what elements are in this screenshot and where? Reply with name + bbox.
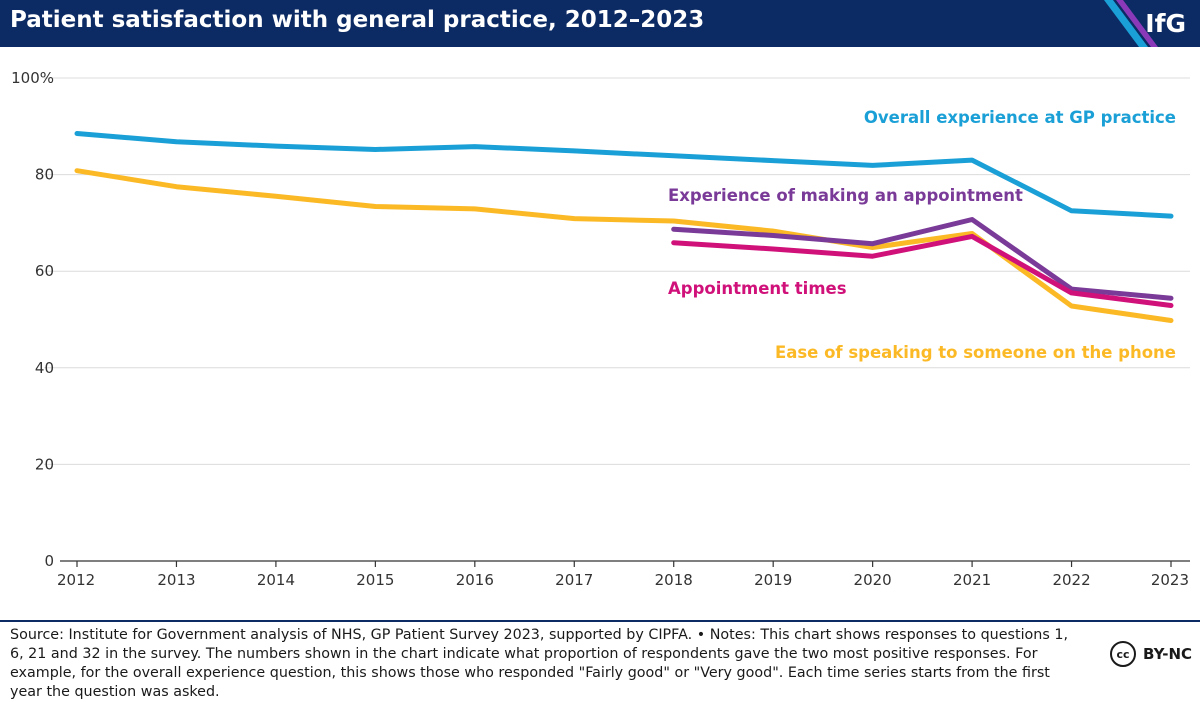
x-tick-label: 2015 (356, 571, 394, 589)
x-tick-label: 2021 (953, 571, 991, 589)
line-chart: 0 20 40 60 80 100% 2012 2013 2014 2015 2016 2017 201… (11, 69, 1190, 589)
source-note: Source: Institute for Government analysi… (10, 627, 1068, 700)
x-tick-label: 2023 (1151, 571, 1189, 589)
y-tick-label: 0 (44, 552, 54, 570)
series-label: Experience of making an appointment (668, 186, 1023, 205)
series-label: Overall experience at GP practice (864, 108, 1176, 127)
x-tick-label: 2022 (1052, 571, 1090, 589)
license-badge: cc BY-NC (1110, 641, 1192, 667)
ifg-logo: IfG (1145, 9, 1186, 38)
y-tick-label: 20 (35, 455, 54, 473)
y-tick-label: 60 (35, 262, 54, 280)
x-tick-label: 2017 (555, 571, 593, 589)
footer-divider (0, 620, 1200, 622)
series-label: Appointment times (668, 279, 847, 298)
x-tick-label: 2013 (157, 571, 195, 589)
header-bar: Patient satisfaction with general practi… (0, 0, 1200, 47)
x-tick-label: 2012 (57, 571, 95, 589)
series-line (671, 217, 1174, 301)
series-line (671, 233, 1174, 308)
y-tick-label: 100% (11, 69, 54, 87)
x-tick-label: 2016 (456, 571, 494, 589)
series-label: Ease of speaking to someone on the phone (775, 343, 1176, 362)
x-tick-label: 2020 (854, 571, 892, 589)
x-tick-label: 2018 (655, 571, 693, 589)
x-tick-label: 2019 (754, 571, 792, 589)
y-tick-label: 80 (35, 166, 54, 184)
x-tick-label: 2014 (257, 571, 295, 589)
y-tick-label: 40 (35, 359, 54, 377)
license-text: BY-NC (1143, 645, 1193, 663)
series-line (74, 131, 1174, 219)
chart-title: Patient satisfaction with general practi… (10, 7, 705, 33)
logo-stripes-icon (1104, 0, 1158, 47)
creative-commons-icon: cc (1110, 641, 1136, 667)
